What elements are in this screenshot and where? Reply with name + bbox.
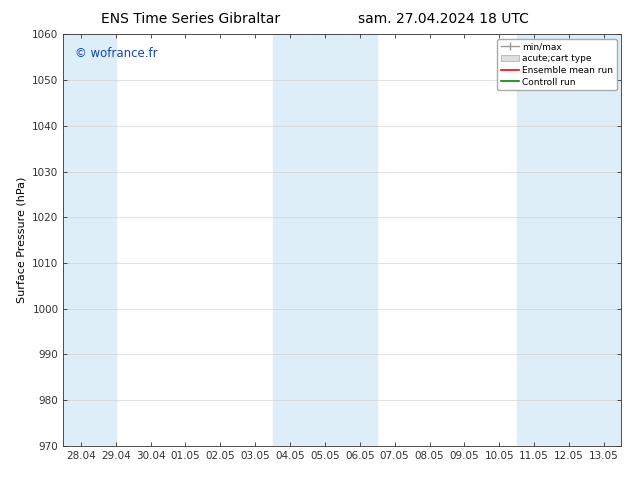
Y-axis label: Surface Pressure (hPa): Surface Pressure (hPa) <box>16 177 27 303</box>
Bar <box>273 34 377 446</box>
Text: ENS Time Series Gibraltar: ENS Time Series Gibraltar <box>101 12 280 26</box>
Bar <box>517 34 621 446</box>
Text: © wofrance.fr: © wofrance.fr <box>75 47 157 60</box>
Text: sam. 27.04.2024 18 UTC: sam. 27.04.2024 18 UTC <box>358 12 529 26</box>
Legend: min/max, acute;cart type, Ensemble mean run, Controll run: min/max, acute;cart type, Ensemble mean … <box>497 39 617 90</box>
Bar <box>63 34 115 446</box>
